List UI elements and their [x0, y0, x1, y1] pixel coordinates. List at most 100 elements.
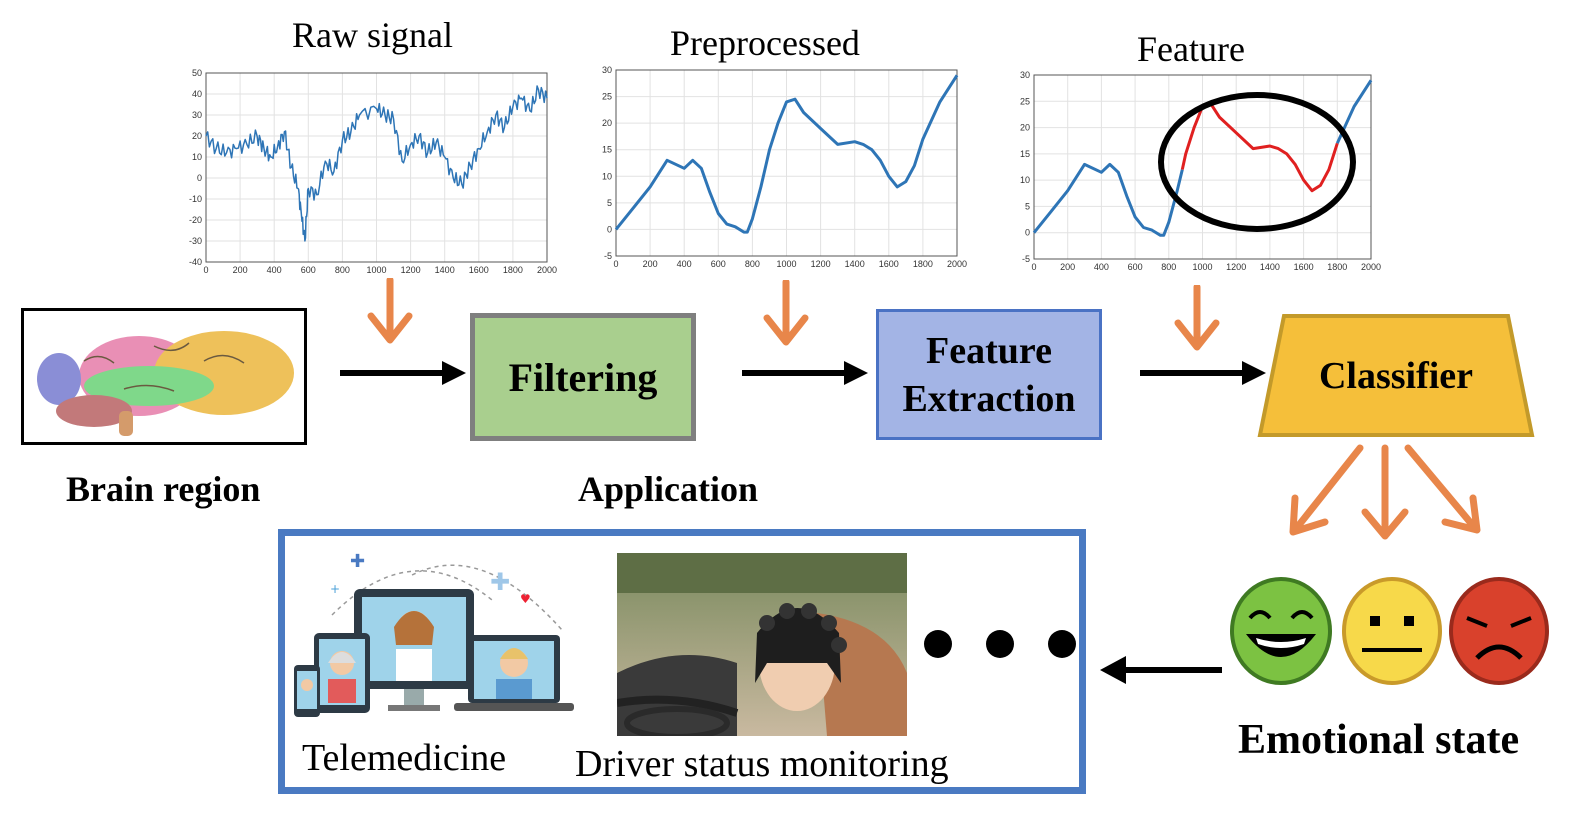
brain-region-label: Brain region: [66, 469, 261, 509]
emotional-state-label: Emotional state: [1238, 717, 1520, 763]
y-tick-label: 25: [1020, 96, 1030, 106]
x-tick-label: 1400: [845, 259, 865, 269]
svg-text:✚: ✚: [350, 551, 365, 572]
y-tick-label: 30: [602, 65, 612, 75]
feature-title: Feature: [1137, 29, 1245, 69]
y-tick-label: -10: [189, 194, 202, 204]
arrow-feature-to-classifier: [1140, 361, 1266, 385]
orange-down-arrow-2: [763, 280, 809, 346]
filtering-label: Filtering: [508, 354, 658, 400]
arrow-filtering-to-feature: [742, 361, 868, 385]
x-tick-label: 1600: [879, 259, 899, 269]
y-tick-label: -30: [189, 236, 202, 246]
x-tick-label: 0: [203, 265, 208, 275]
orange-down-arrow-1: [367, 278, 413, 344]
arrow-brain-to-filtering: [340, 361, 466, 385]
y-tick-label: 0: [607, 224, 612, 234]
application-frame: [278, 529, 1086, 794]
y-tick-label: 5: [1025, 201, 1030, 211]
series-line-0: [614, 74, 959, 234]
y-tick-label: 15: [602, 145, 612, 155]
y-tick-label: 20: [602, 118, 612, 128]
x-tick-label: 0: [613, 259, 618, 269]
x-tick-label: 1400: [1260, 262, 1280, 272]
y-tick-label: 20: [1020, 123, 1030, 133]
svg-text:✚: ✚: [490, 568, 510, 596]
feature-extraction-label-line1: Feature: [926, 329, 1052, 372]
x-tick-label: 2000: [537, 265, 557, 275]
x-tick-label: 1800: [503, 265, 523, 275]
raw-signal-title: Raw signal: [292, 15, 453, 55]
x-tick-label: 1000: [776, 259, 796, 269]
series-line-0: [1032, 162, 1184, 237]
y-tick-label: 50: [192, 68, 202, 78]
y-tick-label: -40: [189, 257, 202, 267]
x-tick-label: 1200: [1226, 262, 1246, 272]
raw-signal-chart: 0 200 400 600 800 1000 1200 1400 1600 1800 2000 50 4…: [189, 68, 557, 275]
y-tick-label: 20: [192, 131, 202, 141]
x-tick-label: 800: [745, 259, 760, 269]
feature-chart: 0 200 400 600 800 1000 1200 1400 1600 1800 2000 30 2…: [1020, 70, 1381, 272]
y-tick-label: 10: [602, 171, 612, 181]
x-tick-label: 1000: [366, 265, 386, 275]
brain-icon: [37, 331, 294, 436]
application-label: Application: [578, 469, 759, 509]
x-tick-label: 800: [1161, 262, 1176, 272]
y-tick-label: -5: [1022, 254, 1030, 264]
y-tick-label: 10: [192, 152, 202, 162]
telemedicine-caption: Telemedicine: [302, 737, 507, 779]
svg-text:♥: ♥: [520, 592, 531, 606]
x-tick-label: 1200: [401, 265, 421, 275]
telemedicine-devices-icon: ✚ ✚ + ♥: [294, 551, 574, 717]
x-tick-label: 2000: [1361, 262, 1381, 272]
x-tick-label: 1800: [913, 259, 933, 269]
y-tick-label: 25: [602, 92, 612, 102]
feature-highlight-ellipse: [1158, 92, 1356, 232]
svg-text:+: +: [330, 582, 340, 596]
feature-extraction-label-line2: Extraction: [902, 377, 1076, 420]
x-tick-label: 200: [233, 265, 248, 275]
brain-image-frame: [21, 308, 307, 445]
y-tick-label: 30: [192, 110, 202, 120]
x-tick-label: 600: [711, 259, 726, 269]
classifier-output-arrows: [1289, 444, 1481, 540]
x-tick-label: 200: [1060, 262, 1075, 272]
y-tick-label: 10: [1020, 175, 1030, 185]
y-tick-label: 15: [1020, 149, 1030, 159]
x-tick-label: 1200: [811, 259, 831, 269]
happy-face-icon: [1230, 577, 1332, 685]
x-tick-label: 400: [677, 259, 692, 269]
y-tick-label: -20: [189, 215, 202, 225]
y-tick-label: -5: [604, 251, 612, 261]
preprocessed-title: Preprocessed: [670, 23, 860, 63]
x-tick-label: 600: [301, 265, 316, 275]
y-tick-label: 5: [607, 198, 612, 208]
driver-status-caption: Driver status monitoring: [575, 743, 949, 785]
chart-frame: [1033, 74, 1372, 260]
filtering-block: Filtering: [470, 313, 696, 441]
x-tick-label: 1400: [435, 265, 455, 275]
preprocessed-chart: 0 200 400 600 800 1000 1200 1400 1600 1800 2000 30 2…: [602, 65, 967, 269]
y-tick-label: 0: [197, 173, 202, 183]
classifier-label: Classifier: [1318, 354, 1474, 397]
x-tick-label: 1600: [1294, 262, 1314, 272]
y-tick-label: 0: [1025, 228, 1030, 238]
orange-down-arrow-3: [1174, 285, 1220, 351]
x-tick-label: 400: [267, 265, 282, 275]
x-tick-label: 2000: [947, 259, 967, 269]
x-tick-label: 600: [1128, 262, 1143, 272]
series-line-1: [1180, 102, 1339, 193]
x-tick-label: 200: [643, 259, 658, 269]
x-tick-label: 1800: [1327, 262, 1347, 272]
chart-frame: [205, 72, 548, 263]
x-tick-label: 800: [335, 265, 350, 275]
x-tick-label: 0: [1031, 262, 1036, 272]
y-tick-label: 30: [1020, 70, 1030, 80]
sad-face-icon: [1449, 577, 1549, 685]
feature-extraction-block: Feature Extraction: [876, 309, 1102, 440]
classifier-block: [1257, 314, 1535, 437]
x-tick-label: 1000: [1192, 262, 1212, 272]
arrow-emotion-to-application: [1100, 656, 1222, 684]
chart-frame: [615, 69, 958, 257]
